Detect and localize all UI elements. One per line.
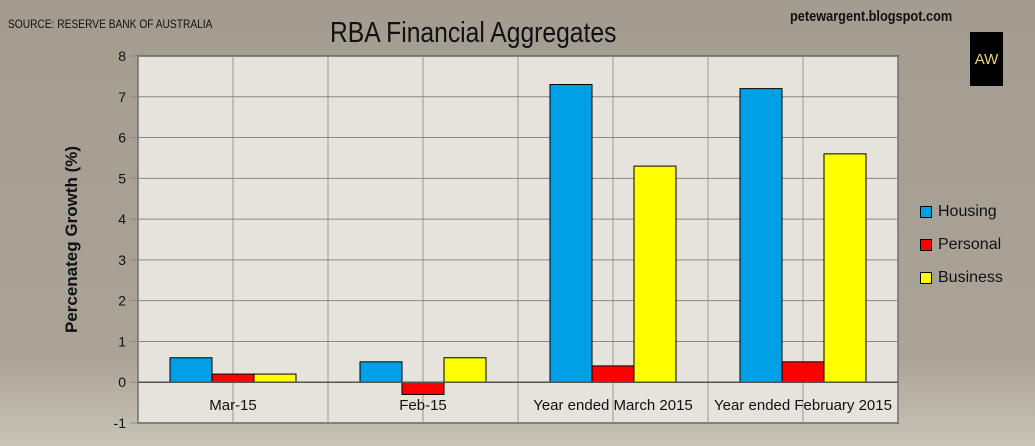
bar-business (823, 153, 867, 383)
y-tick-label: 5 (118, 170, 126, 186)
bar-housing (359, 361, 403, 383)
y-tick-label: -1 (114, 415, 127, 431)
legend-label: Business (938, 268, 1003, 286)
legend-swatch (920, 271, 932, 284)
source-note: SOURCE: RESERVE BANK OF AUSTRALIA (8, 17, 213, 31)
y-axis-label: Percenateg Growth (%) (62, 146, 81, 333)
bar-housing (169, 357, 213, 383)
y-tick-label: 4 (118, 211, 126, 227)
chart-title: RBA Financial Aggregates (330, 17, 617, 49)
y-tick-label: 1 (118, 333, 126, 349)
legend: Housing Personal Business (920, 195, 1003, 294)
bar-business (443, 357, 487, 383)
bar-business (633, 165, 677, 383)
y-tick-label: 0 (118, 374, 126, 390)
aw-logo: AW (970, 32, 1003, 86)
bar-business (253, 373, 297, 383)
legend-item-business: Business (920, 261, 1003, 294)
x-tick-label: Mar-15 (209, 397, 257, 414)
y-tick-label: 8 (118, 48, 126, 64)
legend-item-personal: Personal (920, 228, 1003, 261)
y-tick-label: 2 (118, 293, 126, 309)
legend-swatch (920, 238, 932, 251)
x-tick-label: Year ended March 2015 (533, 397, 693, 414)
bar-personal (781, 361, 825, 383)
legend-label: Personal (938, 235, 1002, 253)
y-tick-label: 6 (118, 130, 126, 146)
bar-personal (401, 381, 445, 395)
y-tick-label: 3 (118, 252, 126, 268)
legend-item-housing: Housing (920, 195, 1003, 228)
legend-swatch (920, 205, 932, 218)
blog-url: petewargent.blogspot.com (790, 8, 953, 25)
y-tick-label: 7 (118, 89, 126, 105)
legend-label: Housing (938, 202, 997, 220)
bar-housing (739, 88, 783, 383)
bar-personal (591, 365, 635, 383)
x-tick-label: Year ended February 2015 (714, 397, 892, 414)
x-tick-label: Feb-15 (399, 397, 447, 414)
bar-personal (211, 373, 255, 383)
bar-housing (549, 84, 593, 383)
